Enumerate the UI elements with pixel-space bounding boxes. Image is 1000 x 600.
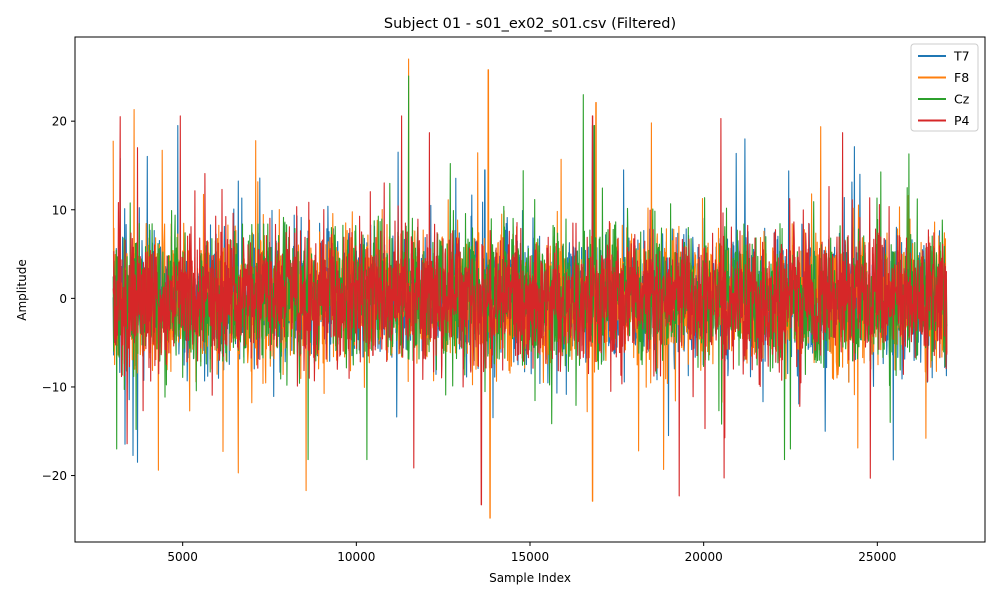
x-tick-label: 20000 [685,550,723,564]
x-axis-title: Sample Index [489,571,571,585]
y-tick-label: −20 [42,469,67,483]
y-axis-title: Amplitude [15,259,29,321]
legend: T7 F8 Cz P4 [910,43,979,132]
x-tick-label: 15000 [511,550,549,564]
series-line-p4 [112,115,948,506]
y-tick-label: 20 [52,115,67,129]
y-tick-label: −10 [42,380,67,394]
x-tick-label: 25000 [858,550,896,564]
y-tick-label: 10 [52,203,67,217]
x-tick-label: 5000 [167,550,198,564]
y-tick-label: 0 [59,292,67,306]
legend-box [910,43,979,132]
legend-label-t7: T7 [953,49,970,64]
chart-title: Subject 01 - s01_ex02_s01.csv (Filtered) [384,16,676,32]
x-axis: 5000 10000 15000 20000 25000 [167,542,896,564]
x-tick-label: 10000 [337,550,375,564]
legend-label-p4: P4 [954,113,970,128]
legend-label-cz: Cz [954,92,970,107]
plot-area [112,58,948,519]
legend-label-f8: F8 [954,70,969,85]
y-axis: −20 −10 0 10 20 [42,115,75,483]
